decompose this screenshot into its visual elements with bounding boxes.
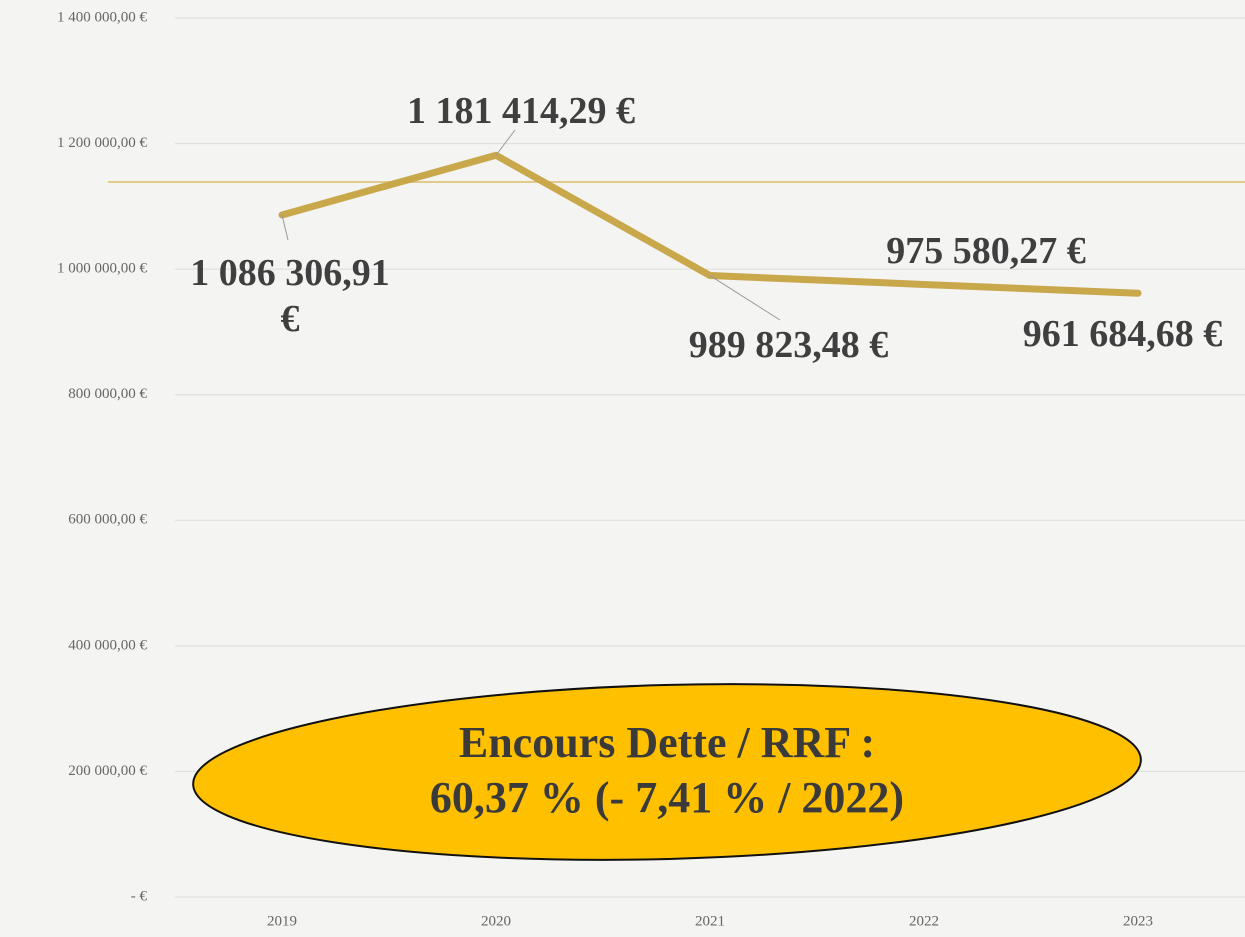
x-tick-label: 2019 <box>267 913 297 929</box>
leader-line <box>281 214 289 241</box>
data-label: 1 086 306,91 € <box>190 252 390 340</box>
y-tick-label: - € <box>131 888 148 904</box>
x-tick-label: 2020 <box>481 913 511 929</box>
x-tick-label: 2023 <box>1123 913 1153 929</box>
data-label: 975 580,27 € <box>886 230 1086 272</box>
y-tick-label: 600 000,00 € <box>68 512 147 528</box>
leader-line <box>709 275 781 321</box>
data-label: 1 181 414,29 € <box>407 90 635 132</box>
annotation-ellipse <box>192 683 1142 861</box>
data-label: 961 684,68 € <box>1022 313 1223 355</box>
annotation: Encours Dette / RRF : <box>459 718 875 767</box>
annotation: 60,37 % (- 7,41 % / 2022) <box>430 773 904 822</box>
data-label: 989 823,48 € <box>688 324 889 366</box>
y-tick-label: 1 000 000,00 € <box>57 261 148 277</box>
y-tick-label: 1 200 000,00 € <box>57 135 148 151</box>
x-tick-label: 2021 <box>695 913 725 929</box>
leader-line <box>495 129 516 156</box>
y-tick-label: 400 000,00 € <box>68 637 147 653</box>
x-tick-label: 2022 <box>909 913 939 929</box>
y-tick-label: 800 000,00 € <box>68 386 147 402</box>
y-tick-label: 200 000,00 € <box>68 763 147 779</box>
y-tick-label: 1 400 000,00 € <box>57 9 148 25</box>
